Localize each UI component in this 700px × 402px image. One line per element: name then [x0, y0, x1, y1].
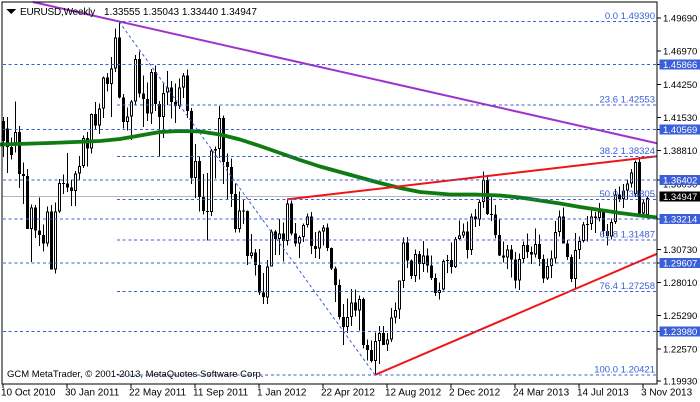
- svg-text:1.34947: 1.34947: [663, 192, 697, 203]
- svg-text:1.22570: 1.22570: [663, 344, 697, 355]
- svg-text:22 May 2011: 22 May 2011: [129, 388, 187, 399]
- svg-text:12 Aug 2012: 12 Aug 2012: [385, 388, 442, 399]
- svg-text:1.30730: 1.30730: [663, 245, 697, 256]
- svg-text:1.29607: 1.29607: [663, 259, 697, 270]
- svg-text:1.38810: 1.38810: [663, 146, 697, 157]
- svg-text:1.25290: 1.25290: [663, 311, 697, 322]
- svg-text:24 Mar 2013: 24 Mar 2013: [513, 388, 570, 399]
- svg-text:1.33555 1.35043 1.33440 1.3494: 1.33555 1.35043 1.33440 1.34947: [104, 7, 257, 18]
- svg-text:50.0 1.34805: 50.0 1.34805: [600, 189, 655, 200]
- svg-text:100.0 1.20421: 100.0 1.20421: [594, 365, 655, 376]
- svg-text:2 Dec 2012: 2 Dec 2012: [449, 388, 501, 399]
- svg-text:EURUSD,Weekly: EURUSD,Weekly: [20, 7, 95, 18]
- svg-text:1.36402: 1.36402: [663, 176, 697, 187]
- svg-text:0.0 1.49390: 0.0 1.49390: [605, 11, 655, 22]
- svg-text:1.40569: 1.40569: [663, 125, 697, 136]
- svg-text:1.23980: 1.23980: [663, 327, 697, 338]
- svg-text:22 Apr 2012: 22 Apr 2012: [321, 388, 375, 399]
- svg-text:30 Jan 2011: 30 Jan 2011: [65, 388, 120, 399]
- svg-text:1.49690: 1.49690: [663, 14, 697, 25]
- svg-text:1.45866: 1.45866: [663, 60, 697, 71]
- svg-text:1.44250: 1.44250: [663, 80, 697, 91]
- svg-text:61.8 1.31487: 61.8 1.31487: [600, 230, 655, 241]
- svg-text:1.46970: 1.46970: [663, 47, 697, 58]
- svg-text:1.28010: 1.28010: [663, 278, 697, 289]
- svg-text:1.41530: 1.41530: [663, 113, 697, 124]
- svg-text:76.4 1.27258: 76.4 1.27258: [600, 281, 655, 292]
- svg-text:GCM MetaTrader, © 2001-2013, M: GCM MetaTrader, © 2001-2013, MetaQuotes …: [7, 369, 263, 380]
- svg-text:1 Jan 2012: 1 Jan 2012: [257, 388, 307, 399]
- svg-text:14 Jul 2013: 14 Jul 2013: [577, 388, 629, 399]
- svg-text:10 Oct 2010: 10 Oct 2010: [1, 388, 56, 399]
- svg-text:1.33214: 1.33214: [663, 215, 697, 226]
- svg-text:3 Nov 2013: 3 Nov 2013: [641, 388, 693, 399]
- svg-text:38.2 1.38324: 38.2 1.38324: [600, 146, 655, 157]
- svg-text:1.19930: 1.19930: [663, 377, 697, 388]
- svg-text:23.6 1.42553: 23.6 1.42553: [600, 95, 655, 106]
- svg-text:11 Sep 2011: 11 Sep 2011: [193, 388, 249, 399]
